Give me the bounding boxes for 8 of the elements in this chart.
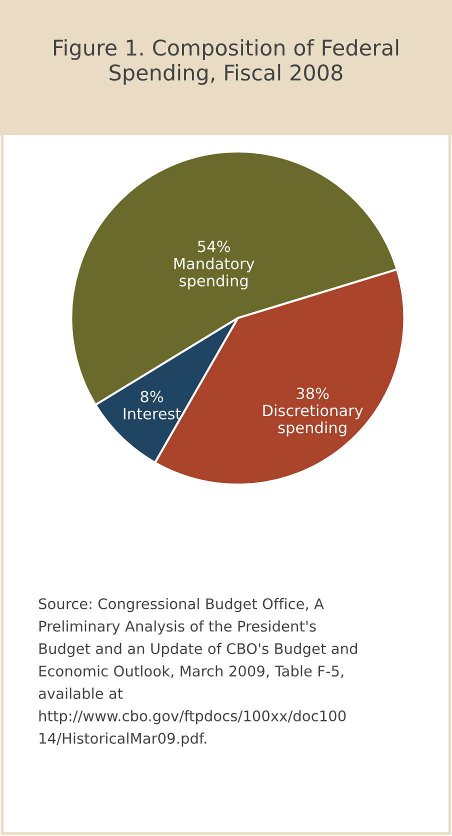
slice-label: Interest	[124, 408, 181, 420]
data-label: 54%	[198, 240, 230, 252]
slice-label: Mandatory spending	[174, 258, 254, 290]
slice-label: Discretionary spending	[263, 404, 363, 436]
data-label: 38%	[296, 388, 329, 400]
data-label: 8%	[140, 390, 164, 402]
source-note: Source: Congressional Budget Office, A Preliminary Analysis of the President's Budget and an Update of CBO's Budget and Economic Outlook, March 2009, Table F-5, available at http://www.cbo.gov/ftpdocs/100xx/doc100 14/HistoricalMar09.pdf.	[38, 598, 357, 747]
chart-title: Figure 1. Composition of Federal Spending, Fiscal 2008	[54, 39, 398, 85]
